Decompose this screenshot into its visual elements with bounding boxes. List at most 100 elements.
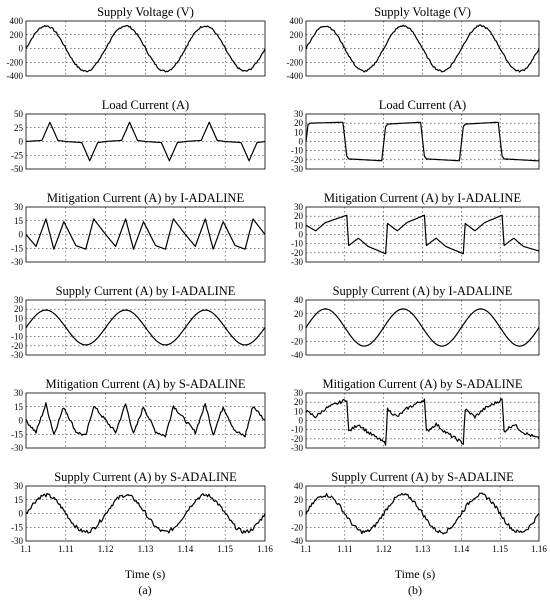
y-tick-label-a2: -50	[11, 164, 23, 174]
x-axis-label-a: Time (s)	[124, 567, 166, 581]
y-tick-label-b1: -200	[287, 57, 304, 67]
panel-title-a1: Supply Voltage (V)	[97, 5, 194, 19]
series-line-b1	[305, 24, 540, 73]
y-tick-label-b1: 0	[299, 44, 304, 54]
y-tick-label-a4: -10	[11, 332, 23, 342]
y-tick-label-b5: 20	[294, 397, 304, 407]
panel-title-a4: Supply Current (A) by I-ADALINE	[56, 284, 236, 298]
y-tick-label-b3: 0	[299, 230, 304, 240]
y-tick-label-a5: -30	[11, 443, 23, 453]
y-tick-label-a3: 15	[14, 216, 24, 226]
y-tick-label-b3: -20	[291, 248, 303, 258]
y-tick-label-a1: 0	[19, 44, 24, 54]
x-tick-label-b6: 1.15	[492, 544, 508, 554]
y-tick-label-a6: -30	[11, 536, 23, 546]
x-tick-label-a6: 1.12	[98, 544, 114, 554]
y-tick-label-a5: 15	[14, 402, 24, 412]
panel-title-b3: Mitigation Current (A) by I-ADALINE	[324, 191, 522, 205]
x-tick-label-b6: 1.11	[337, 544, 352, 554]
panel-frame-b3	[305, 206, 540, 263]
x-tick-label-a6: 1.13	[138, 544, 154, 554]
y-tick-label-b3: 10	[294, 220, 304, 230]
panel-title-a2: Load Current (A)	[102, 98, 189, 112]
y-tick-label-b2: -20	[291, 155, 303, 165]
y-tick-label-a4: 0	[19, 323, 24, 333]
panel-title-b4: Supply Current (A) by I-ADALINE	[333, 284, 513, 298]
y-tick-label-a5: -15	[11, 429, 23, 439]
y-tick-label-b6: -40	[291, 536, 303, 546]
y-tick-label-b1: 200	[290, 30, 304, 40]
y-tick-label-a1: 200	[10, 30, 24, 40]
y-tick-label-b6: 0	[299, 509, 304, 519]
y-tick-label-b2: 20	[294, 118, 304, 128]
panel-title-b1: Supply Voltage (V)	[374, 5, 471, 19]
y-tick-label-a3: -15	[11, 243, 23, 253]
y-tick-label-b1: 400	[290, 16, 304, 26]
series-line-a4	[25, 309, 266, 346]
y-tick-label-b3: 20	[294, 211, 304, 221]
series-line-b6	[305, 492, 540, 535]
y-tick-label-b2: 30	[294, 109, 304, 119]
subfigure-label-a: (a)	[138, 583, 152, 597]
x-tick-label-a6: 1.11	[58, 544, 73, 554]
y-tick-label-b5: 0	[299, 416, 304, 426]
y-tick-label-b6: 40	[294, 481, 304, 491]
x-tick-label-b6: 1.13	[415, 544, 431, 554]
y-tick-label-a4: 10	[14, 313, 24, 323]
y-tick-label-b6: -20	[291, 522, 303, 532]
y-tick-label-b2: 0	[299, 137, 304, 147]
y-tick-label-b4: -20	[291, 336, 303, 346]
y-tick-label-b2: -10	[291, 146, 303, 156]
y-tick-label-b4: 20	[294, 309, 304, 319]
y-tick-label-a4: 30	[14, 295, 24, 305]
y-tick-label-a2: 25	[14, 123, 24, 133]
series-line-b2	[305, 121, 539, 162]
panel-title-a5: Mitigation Current (A) by S-ADALINE	[46, 377, 246, 391]
x-tick-label-a6: 1.1	[20, 544, 31, 554]
x-tick-label-a6: 1.14	[177, 544, 193, 554]
x-tick-label-a6: 1.15	[217, 544, 233, 554]
x-axis-label-b: Time (s)	[394, 567, 436, 581]
y-tick-label-a6: -15	[11, 522, 23, 532]
y-tick-label-a5: 30	[14, 388, 24, 398]
y-tick-label-b5: -30	[291, 443, 303, 453]
y-tick-label-b5: 10	[294, 406, 304, 416]
y-tick-label-a1: 400	[10, 16, 24, 26]
y-tick-label-a4: 20	[14, 304, 24, 314]
y-tick-label-b1: -400	[287, 71, 304, 81]
y-tick-label-a3: -30	[11, 257, 23, 267]
x-tick-label-a6: 1.16	[257, 544, 273, 554]
x-tick-label-b6: 1.16	[531, 544, 547, 554]
y-tick-label-a2: 50	[14, 109, 24, 119]
y-tick-label-a3: 0	[19, 230, 24, 240]
series-line-b4	[305, 308, 540, 347]
y-tick-label-b3: 30	[294, 202, 304, 212]
y-tick-label-b5: 30	[294, 388, 304, 398]
panel-title-a6: Supply Current (A) by S-ADALINE	[54, 470, 237, 484]
y-tick-label-a3: 30	[14, 202, 24, 212]
y-tick-label-b5: -10	[291, 425, 303, 435]
series-line-b3	[305, 214, 540, 255]
y-tick-label-b3: -10	[291, 239, 303, 249]
panel-title-b5: Mitigation Current (A) by S-ADALINE	[323, 377, 523, 391]
y-tick-label-b2: 10	[294, 127, 304, 137]
y-tick-label-b4: -40	[291, 350, 303, 360]
series-line-a1	[25, 25, 266, 73]
panel-title-a3: Mitigation Current (A) by I-ADALINE	[47, 191, 245, 205]
y-tick-label-a5: 0	[19, 416, 24, 426]
y-tick-label-b6: 20	[294, 495, 304, 505]
y-tick-label-a2: 0	[19, 137, 24, 147]
series-line-a2	[25, 121, 266, 162]
series-line-a6	[25, 492, 266, 534]
y-tick-label-a6: 30	[14, 481, 24, 491]
panel-title-b6: Supply Current (A) by S-ADALINE	[331, 470, 514, 484]
y-tick-label-a1: -400	[7, 71, 24, 81]
y-tick-label-a2: -25	[11, 150, 23, 160]
y-tick-label-b2: -30	[291, 164, 303, 174]
x-tick-label-b6: 1.14	[453, 544, 469, 554]
y-tick-label-a6: 0	[19, 509, 24, 519]
y-tick-label-a1: -200	[7, 57, 24, 67]
series-line-a5	[25, 402, 266, 438]
subfigure-label-b: (b)	[408, 583, 422, 597]
